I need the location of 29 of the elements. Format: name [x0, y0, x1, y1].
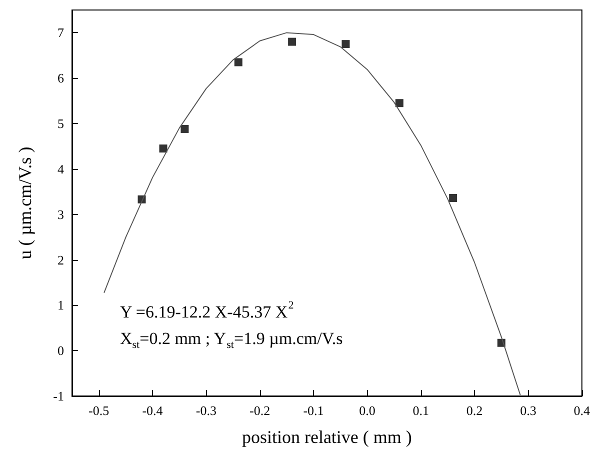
- y-tick-label: 0: [58, 343, 64, 358]
- point: [449, 194, 458, 202]
- y-tick-label: 7: [58, 25, 64, 40]
- x-tick-label: 0.4: [574, 403, 590, 418]
- x-tick-label: 0.0: [359, 403, 376, 418]
- point: [395, 99, 404, 108]
- y-axis-title: u ( µm.cm/V.s ): [15, 146, 35, 260]
- y-tick-label: 4: [58, 161, 64, 176]
- x-tick-label: 0.1: [412, 403, 429, 418]
- x-tick-label: -0.2: [250, 403, 270, 418]
- x-tick-label: -0.1: [303, 403, 324, 418]
- x-tick-label: -0.5: [88, 403, 110, 418]
- x-tick-label: 0.3: [520, 403, 536, 418]
- y-tick-label: 3: [58, 206, 64, 222]
- x-tick-label: -0.3: [196, 403, 216, 418]
- y-tick-label: -1: [53, 388, 64, 404]
- point: [288, 38, 296, 46]
- x-tick-label: 0.2: [466, 403, 483, 418]
- point: [342, 40, 350, 48]
- point: [234, 58, 242, 66]
- y-tick-label: 2: [58, 252, 64, 268]
- y-tick-label: 5: [58, 116, 64, 132]
- line-series: [104, 32, 521, 396]
- x-axis-title: position relative ( mm ): [242, 427, 412, 447]
- point: [180, 124, 189, 133]
- x-tick-label: -0.4: [142, 403, 164, 418]
- point: [159, 144, 168, 153]
- y-tick-label: 6: [58, 70, 64, 86]
- y-tick-label: 1: [58, 298, 64, 313]
